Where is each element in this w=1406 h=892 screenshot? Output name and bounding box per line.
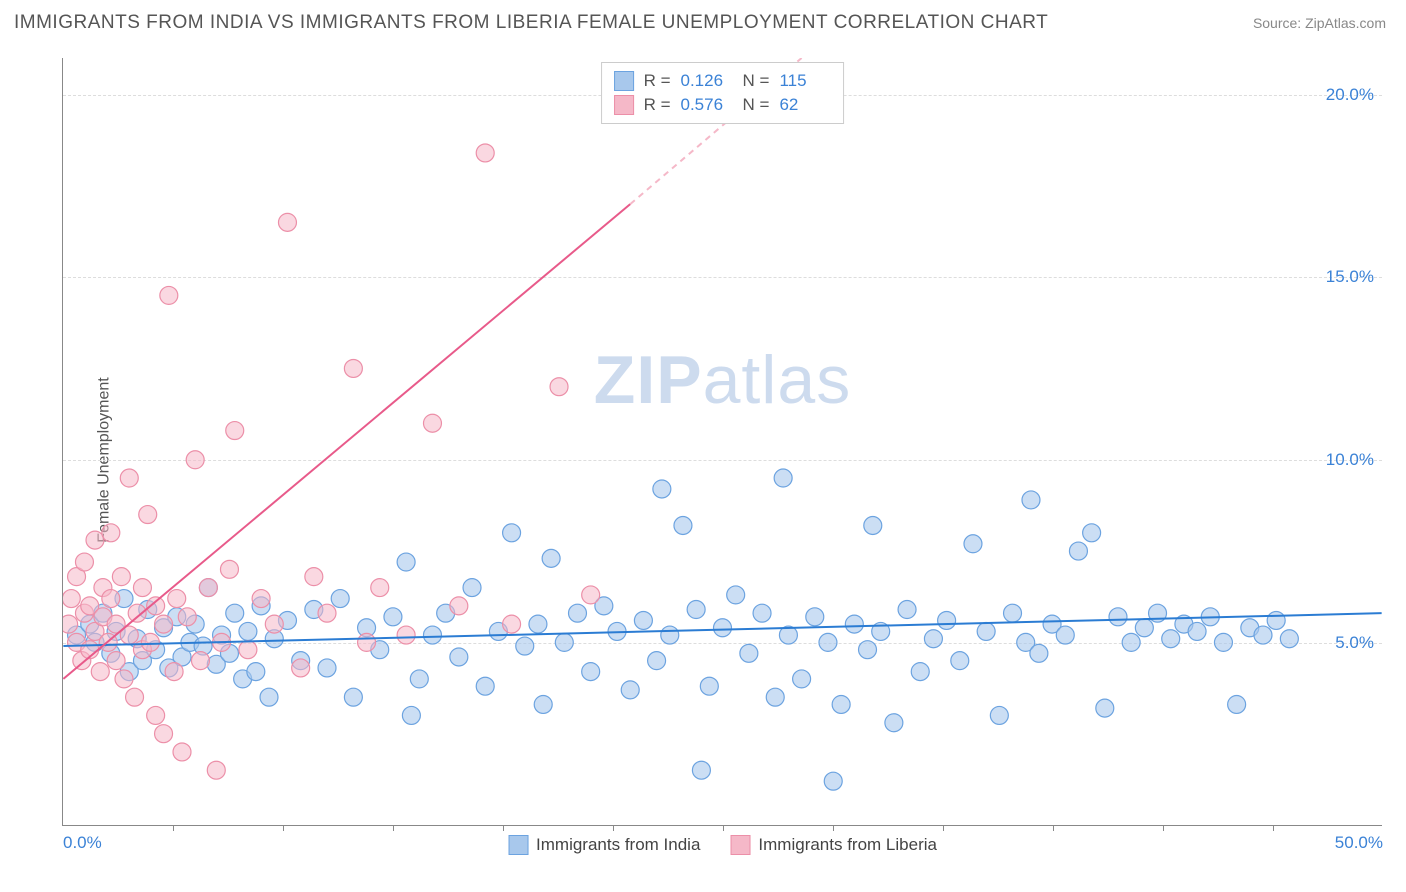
legend-stats-row: R = 0.576 N = 62	[614, 93, 832, 117]
legend-swatch-india	[614, 71, 634, 91]
legend-swatch-liberia	[614, 95, 634, 115]
n-value: 115	[779, 71, 831, 91]
legend-item-india: Immigrants from India	[508, 835, 700, 855]
legend-item-liberia: Immigrants from Liberia	[730, 835, 937, 855]
plot-area: ZIPatlas R = 0.126 N = 115 R = 0.576 N =…	[62, 58, 1382, 826]
legend-swatch-liberia	[730, 835, 750, 855]
y-tick-label: 15.0%	[1326, 267, 1374, 287]
scatter-plot-svg	[63, 58, 1382, 825]
legend-label: Immigrants from India	[536, 835, 700, 855]
legend-stats: R = 0.126 N = 115 R = 0.576 N = 62	[601, 62, 845, 124]
n-value: 62	[779, 95, 831, 115]
x-tick-label: 50.0%	[1335, 833, 1383, 853]
legend-series: Immigrants from India Immigrants from Li…	[508, 835, 937, 855]
legend-label: Immigrants from Liberia	[758, 835, 937, 855]
n-label: N =	[743, 95, 770, 115]
r-label: R =	[644, 95, 671, 115]
r-value: 0.576	[681, 95, 733, 115]
legend-swatch-india	[508, 835, 528, 855]
chart-container: Female Unemployment ZIPatlas R = 0.126 N…	[50, 50, 1390, 870]
source-attribution: Source: ZipAtlas.com	[1253, 15, 1386, 31]
y-tick-label: 5.0%	[1335, 633, 1374, 653]
chart-title: IMMIGRANTS FROM INDIA VS IMMIGRANTS FROM…	[14, 12, 1048, 34]
r-value: 0.126	[681, 71, 733, 91]
watermark: ZIPatlas	[594, 341, 851, 419]
legend-stats-row: R = 0.126 N = 115	[614, 69, 832, 93]
y-tick-label: 10.0%	[1326, 450, 1374, 470]
n-label: N =	[743, 71, 770, 91]
x-tick-label: 0.0%	[63, 833, 102, 853]
r-label: R =	[644, 71, 671, 91]
y-tick-label: 20.0%	[1326, 85, 1374, 105]
